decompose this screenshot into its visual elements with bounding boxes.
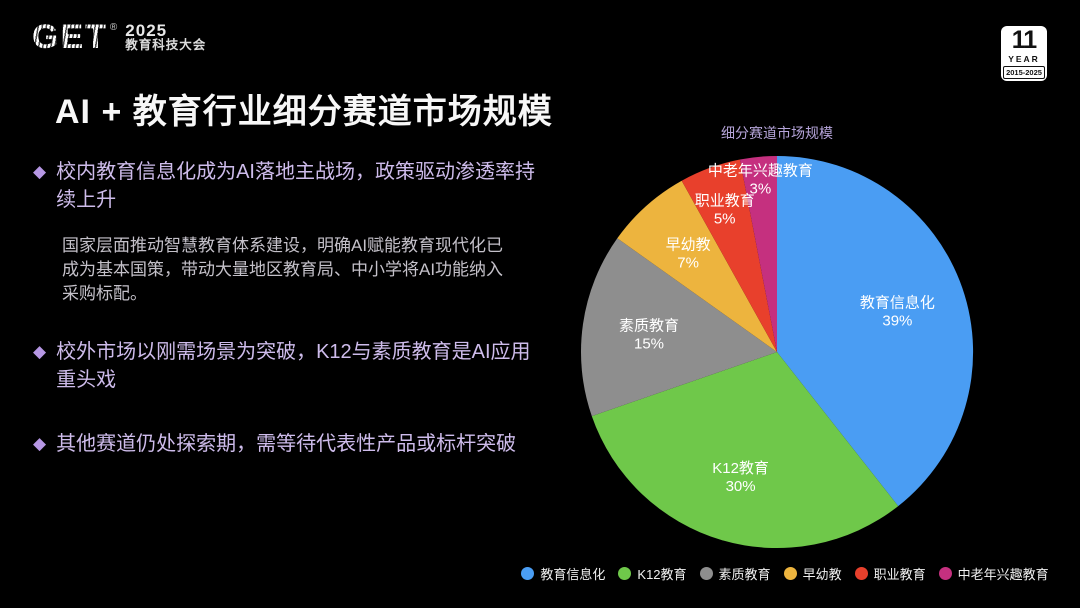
legend-label: 素质教育 bbox=[718, 567, 771, 582]
diamond-bullet-icon: ◆ bbox=[33, 162, 47, 181]
registered-mark-icon: ® bbox=[109, 22, 118, 33]
legend-item: 素质教育 bbox=[699, 564, 771, 583]
legend-dot-icon bbox=[938, 567, 952, 580]
badge-number: 11 bbox=[1011, 26, 1037, 54]
legend-dot-icon bbox=[618, 567, 632, 580]
legend-item: K12教育 bbox=[618, 564, 687, 583]
pie-label-value: 30% bbox=[726, 478, 756, 495]
diamond-bullet-icon: ◆ bbox=[33, 434, 47, 453]
bullet-text: 校外市场以刚需场景为突破，K12与素质教育是AI应用重头戏 bbox=[56, 341, 531, 391]
pie-slice-中老年兴趣教育 bbox=[739, 155, 777, 352]
pie-label-name: 教育信息化 bbox=[860, 294, 935, 311]
legend-item: 职业教育 bbox=[854, 564, 926, 583]
pie-slice-教育信息化 bbox=[777, 155, 974, 507]
pie-label-value: 5% bbox=[714, 210, 736, 227]
legend-dot-icon bbox=[783, 567, 797, 580]
pie-label-value: 3% bbox=[750, 180, 772, 197]
legend-label: 中老年兴趣教育 bbox=[957, 567, 1049, 582]
badge-year-label: YEAR bbox=[1008, 53, 1040, 64]
anniversary-badge: 11 YEAR 2015-2025 bbox=[1001, 26, 1047, 81]
pie-label-value: 15% bbox=[634, 336, 664, 353]
bullet-text: 校内教育信息化成为AI落地主战场，政策驱动渗透率持续上升 bbox=[56, 161, 535, 211]
chart-title: 细分赛道市场规模 bbox=[721, 125, 833, 141]
pie-label-value: 7% bbox=[677, 255, 699, 272]
pie-label-name: 早幼教 bbox=[666, 237, 711, 254]
pie-label-name: K12教育 bbox=[712, 460, 769, 477]
badge-year-range: 2015-2025 bbox=[1003, 65, 1045, 79]
legend-item: 教育信息化 bbox=[521, 564, 605, 583]
bullet-item: ◆ 校外市场以刚需场景为突破，K12与素质教育是AI应用重头戏 bbox=[33, 338, 538, 394]
legend-label: 早幼教 bbox=[802, 567, 842, 582]
logo-subtitle: 教育科技大会 bbox=[125, 38, 207, 53]
legend-dot-icon bbox=[854, 567, 868, 580]
legend-label: 教育信息化 bbox=[540, 567, 606, 582]
diamond-bullet-icon: ◆ bbox=[33, 342, 47, 361]
bullet-detail-paragraph: 国家层面推动智慧教育体系建设，明确AI赋能教育现代化已成为基本国策，带动大量地区… bbox=[62, 236, 504, 303]
bullet-item: ◆ 校内教育信息化成为AI落地主战场，政策驱动渗透率持续上升 bbox=[33, 158, 538, 214]
get-logo: GET ® 2025 教育科技大会 bbox=[32, 20, 206, 54]
pie-slice-素质教育 bbox=[580, 238, 777, 417]
pie-label-name: 职业教育 bbox=[695, 192, 755, 209]
legend-item: 早幼教 bbox=[783, 564, 842, 583]
pie-slice-早幼教 bbox=[617, 180, 777, 352]
bullet-text: 其他赛道仍处探索期，需等待代表性产品或标杆突破 bbox=[56, 433, 517, 455]
legend-item: 中老年兴趣教育 bbox=[938, 564, 1049, 583]
get-logo-text: GET bbox=[32, 18, 108, 56]
pie-label-name: 素质教育 bbox=[619, 318, 679, 335]
legend-dot-icon bbox=[521, 567, 535, 580]
legend-label: 职业教育 bbox=[873, 567, 926, 582]
chart-legend: 教育信息化 K12教育 素质教育 早幼教 职业教育 中老年兴趣教育 bbox=[500, 564, 1070, 583]
logo-year: 2025 bbox=[125, 20, 168, 40]
page-title: AI + 教育行业细分赛道市场规模 bbox=[55, 93, 553, 131]
pie-slice-职业教育 bbox=[681, 159, 777, 352]
pie-slice-K12教育 bbox=[591, 352, 899, 549]
legend-dot-icon bbox=[699, 567, 713, 580]
bullet-item: ◆ 其他赛道仍处探索期，需等待代表性产品或标杆突破 bbox=[33, 430, 538, 458]
pie-label-value: 39% bbox=[882, 312, 912, 329]
pie-label-name: 中老年兴趣教育 bbox=[708, 162, 813, 179]
legend-label: K12教育 bbox=[637, 567, 687, 582]
